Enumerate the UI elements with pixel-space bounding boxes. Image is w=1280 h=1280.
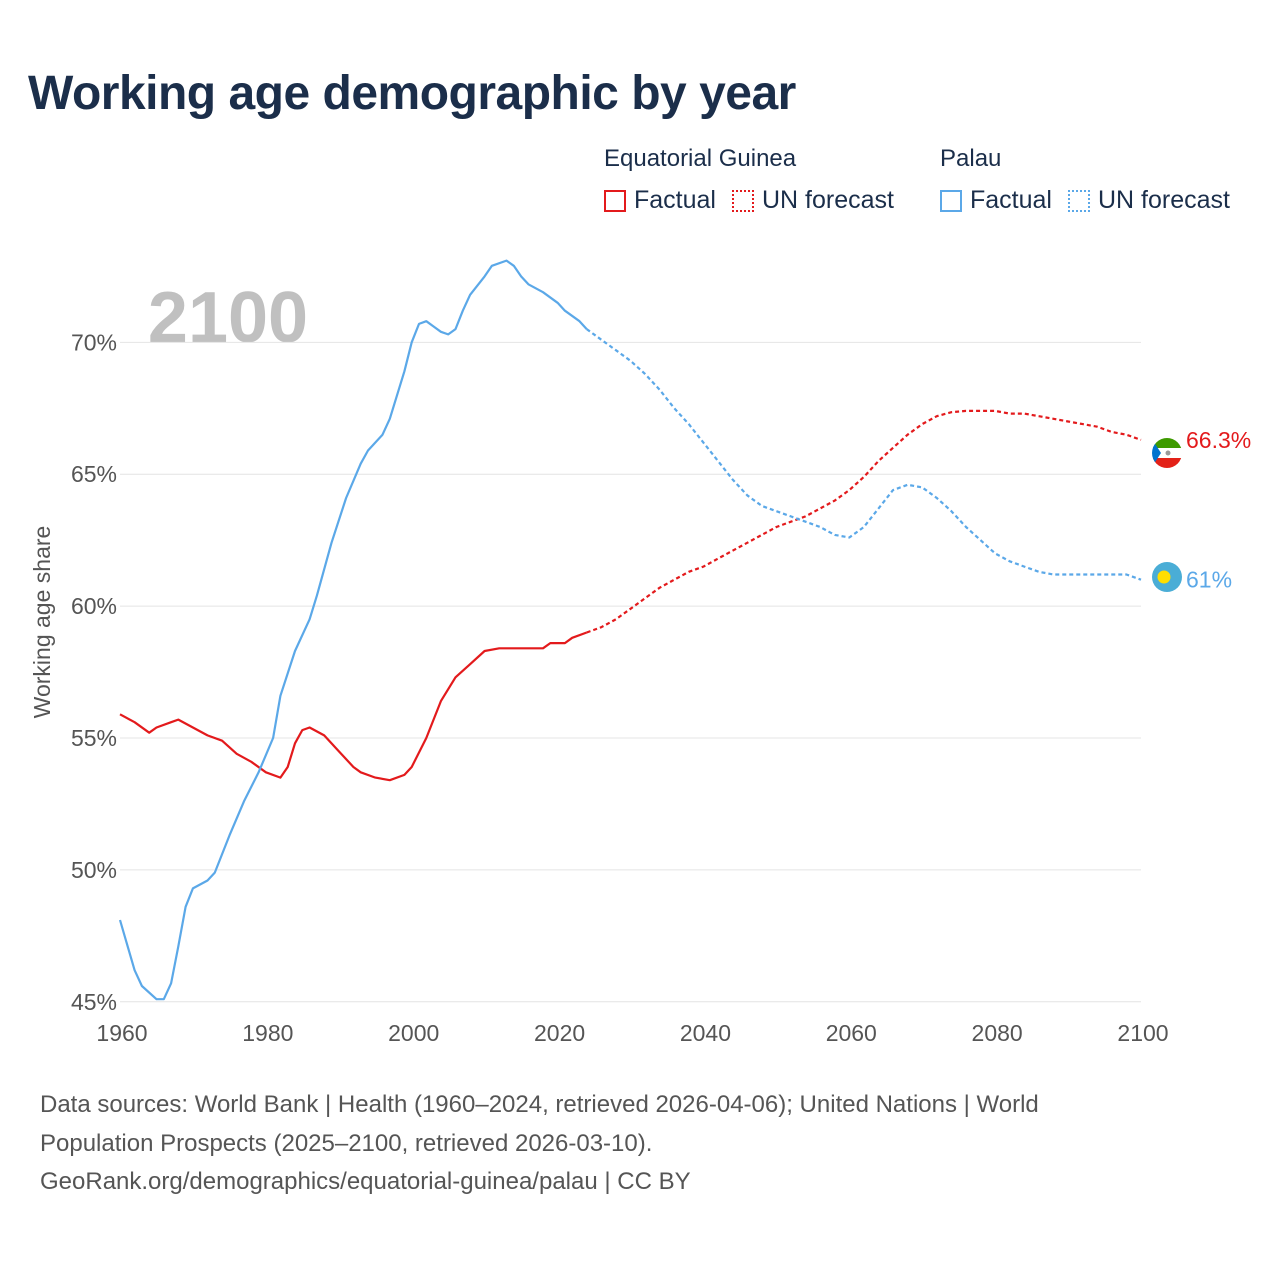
palau-end-label: 61%	[1186, 567, 1232, 593]
legend-country-name: Equatorial Guinea	[604, 145, 797, 172]
x-tick-label: 2080	[972, 1020, 1023, 1046]
legend-label: Factual	[970, 186, 1052, 214]
x-tick-label: 1980	[242, 1020, 293, 1046]
legend-swatch-solid	[604, 189, 626, 212]
y-tick-label: 65%	[71, 461, 117, 487]
equatorial-guinea-factual-line[interactable]	[119, 631, 588, 782]
legend-label: UN forecast	[1097, 186, 1230, 214]
legend-swatch-dotted	[731, 189, 754, 212]
page-title: Working age demographic by year	[28, 67, 796, 120]
x-tick-label: 2100	[1117, 1020, 1168, 1046]
legend-label: UN forecast	[761, 186, 894, 214]
x-tick-label: 1960	[96, 1020, 147, 1046]
y-tick-label: 55%	[71, 725, 117, 751]
x-tick-label: 2000	[388, 1020, 439, 1046]
year-watermark: 2100	[148, 278, 308, 358]
y-axis-title: Working age share	[29, 526, 55, 719]
palau-forecast-line[interactable]	[586, 328, 1142, 581]
data-sources: Data sources: World Bank | Health (1960–…	[40, 1086, 1220, 1202]
y-tick-label: 50%	[71, 857, 117, 883]
legend-item-factual[interactable]: Factual	[940, 186, 1052, 215]
legend-item-forecast[interactable]: UN forecast	[1067, 186, 1230, 215]
legend-label: Factual	[634, 186, 716, 214]
legend-swatch-solid	[940, 189, 962, 212]
x-tick-label: 2040	[680, 1020, 731, 1046]
legend-country-name: Palau	[940, 145, 1002, 172]
y-tick-label: 70%	[71, 329, 117, 355]
equatorial-guinea-flag-icon	[1152, 438, 1182, 468]
y-tick-label: 60%	[71, 593, 117, 619]
equatorial-guinea-end-label: 66.3%	[1186, 427, 1251, 453]
palau-flag-icon	[1152, 562, 1182, 592]
legend-swatch-dotted	[1067, 189, 1090, 212]
equatorial-guinea-forecast-line[interactable]	[586, 409, 1142, 634]
source-line: Data sources: World Bank | Health (1960–…	[40, 1091, 1039, 1118]
x-tick-label: 2020	[534, 1020, 585, 1046]
y-tick-label: 45%	[71, 989, 117, 1015]
palau-factual-line[interactable]	[118, 259, 588, 1001]
legend-palau: Palau Factual UN forecast	[940, 144, 1246, 215]
x-tick-label: 2060	[826, 1020, 877, 1046]
source-link[interactable]: GeoRank.org/demographics/equatorial-guin…	[40, 1168, 691, 1195]
legend-equatorial-guinea: Equatorial Guinea Factual UN forecast	[604, 144, 910, 215]
legend-item-factual[interactable]: Factual	[604, 186, 716, 215]
legend-item-forecast[interactable]: UN forecast	[731, 186, 894, 215]
line-chart: 2100 66.3% 61% 45% 50% 55% 60% 65% 70% 1960 1980…	[29, 259, 1251, 1046]
source-line: Population Prospects (2025–2100, retriev…	[40, 1129, 653, 1157]
